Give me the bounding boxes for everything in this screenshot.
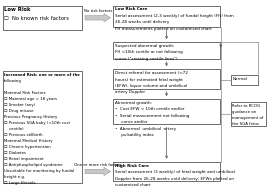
Text: Refer to RCOG: Refer to RCOG bbox=[232, 104, 261, 108]
FancyBboxPatch shape bbox=[113, 162, 220, 181]
Text: No risk factors: No risk factors bbox=[83, 10, 112, 13]
Text: centile): centile) bbox=[4, 127, 24, 131]
FancyBboxPatch shape bbox=[3, 6, 82, 30]
Text: ☐  No known risk factors: ☐ No known risk factors bbox=[4, 16, 69, 21]
FancyBboxPatch shape bbox=[231, 102, 266, 126]
Text: customised chart: customised chart bbox=[115, 183, 151, 187]
Text: pulsatility index: pulsatility index bbox=[115, 133, 154, 137]
Text: Unsuitable for monitoring by fundal: Unsuitable for monitoring by fundal bbox=[4, 169, 75, 173]
Text: Serial assessment (3 weekly) of fetal weight and umbilical: Serial assessment (3 weekly) of fetal we… bbox=[115, 170, 235, 174]
Text: hours) for estimated fetal weight: hours) for estimated fetal weight bbox=[115, 77, 183, 82]
Text: ☐ Drug misuse: ☐ Drug misuse bbox=[4, 109, 34, 113]
Text: artery Doppler: artery Doppler bbox=[115, 90, 145, 94]
FancyBboxPatch shape bbox=[3, 71, 82, 183]
Text: Maternal Medical History: Maternal Medical History bbox=[4, 139, 53, 143]
Text: ☐ Diabetes: ☐ Diabetes bbox=[4, 151, 26, 155]
Text: Increased Risk: one or more of the: Increased Risk: one or more of the bbox=[4, 73, 80, 77]
Text: management of: management of bbox=[232, 116, 264, 120]
Text: ☐ Maternal age < 18 years: ☐ Maternal age < 18 years bbox=[4, 97, 57, 101]
Text: •  Cust EFW < 10th centile and/or: • Cust EFW < 10th centile and/or bbox=[115, 107, 184, 111]
Text: Normal: Normal bbox=[232, 77, 247, 81]
Text: ☐ Smoker (any): ☐ Smoker (any) bbox=[4, 103, 35, 107]
Text: ☐ Renal impairment: ☐ Renal impairment bbox=[4, 157, 44, 161]
Text: FH measurements plotted on customised chart: FH measurements plotted on customised ch… bbox=[115, 27, 212, 31]
Polygon shape bbox=[85, 167, 111, 176]
Text: High Risk Care: High Risk Care bbox=[115, 164, 149, 168]
Text: the SGA fetus: the SGA fetus bbox=[232, 122, 259, 126]
Text: Previous Pregnancy History: Previous Pregnancy History bbox=[4, 115, 58, 119]
Text: guidance on: guidance on bbox=[232, 110, 257, 114]
FancyBboxPatch shape bbox=[231, 75, 258, 85]
Text: •  Serial measurement not following: • Serial measurement not following bbox=[115, 114, 189, 118]
Text: Doppler from 26-28 weeks until delivery; EFWs plotted on: Doppler from 26-28 weeks until delivery;… bbox=[115, 177, 234, 180]
Text: ☐ Previous SGA baby (<10th cust: ☐ Previous SGA baby (<10th cust bbox=[4, 121, 70, 125]
Polygon shape bbox=[85, 14, 111, 22]
Text: Abnormal growth:: Abnormal growth: bbox=[115, 101, 152, 105]
Text: ☐ Chronic hypertension: ☐ Chronic hypertension bbox=[4, 145, 51, 149]
Text: ☐ Previous stillbirth: ☐ Previous stillbirth bbox=[4, 133, 43, 137]
Text: Low Risk Care: Low Risk Care bbox=[115, 7, 147, 11]
Text: Direct referral for assessment (<72: Direct referral for assessment (<72 bbox=[115, 71, 188, 75]
Text: ☐ Large fibroids: ☐ Large fibroids bbox=[4, 181, 36, 185]
Text: (EFW), liquor volume and umbilical: (EFW), liquor volume and umbilical bbox=[115, 84, 187, 88]
Text: 26-28 weeks until delivery: 26-28 weeks until delivery bbox=[115, 20, 169, 24]
Text: following: following bbox=[4, 79, 22, 83]
Text: height e.g.: height e.g. bbox=[4, 175, 25, 179]
FancyBboxPatch shape bbox=[113, 6, 220, 27]
FancyBboxPatch shape bbox=[113, 69, 220, 89]
Text: FH <10th centile or not following: FH <10th centile or not following bbox=[115, 50, 183, 54]
Text: •  Abnormal  umbilical  artery: • Abnormal umbilical artery bbox=[115, 127, 176, 131]
Text: ☐ Antiphospholipid syndrome: ☐ Antiphospholipid syndrome bbox=[4, 163, 63, 167]
Text: curve ("crossing centile lines"): curve ("crossing centile lines") bbox=[115, 57, 178, 61]
FancyBboxPatch shape bbox=[113, 99, 220, 124]
Text: Low Risk: Low Risk bbox=[4, 7, 31, 13]
Text: curve and/or: curve and/or bbox=[115, 120, 147, 124]
Text: One or more risk factors: One or more risk factors bbox=[74, 163, 122, 167]
Text: Maternal Risk Factors: Maternal Risk Factors bbox=[4, 91, 46, 95]
Text: Serial assessment (2-3 weekly) of fundal height (FH) from: Serial assessment (2-3 weekly) of fundal… bbox=[115, 14, 234, 18]
FancyBboxPatch shape bbox=[113, 42, 220, 59]
Text: Suspected abnormal growth:: Suspected abnormal growth: bbox=[115, 44, 174, 48]
